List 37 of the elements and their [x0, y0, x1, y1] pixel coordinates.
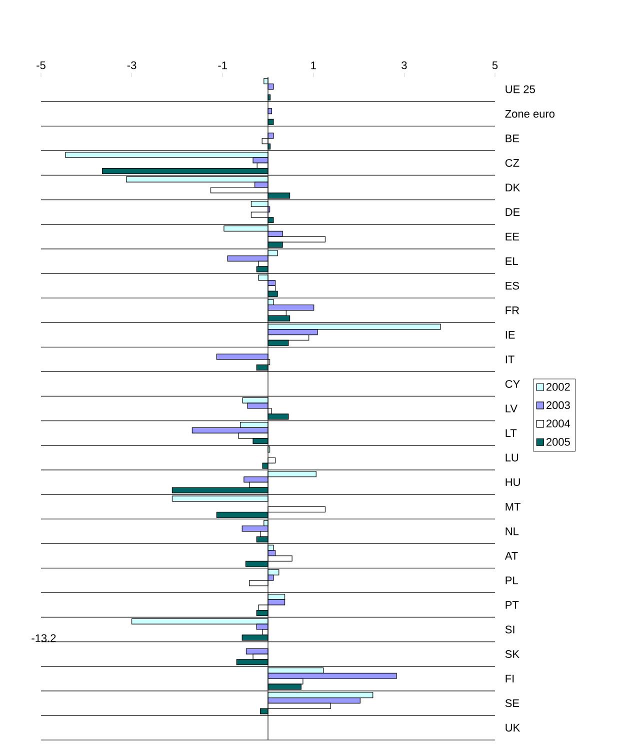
x-tick-label: -1 — [218, 62, 227, 70]
y-tick-label: SE — [505, 699, 520, 708]
x-tick-label: 5 — [492, 61, 498, 70]
legend-label: 2003 — [546, 401, 570, 410]
y-tick-label: DE — [506, 208, 520, 216]
x-tick-label: 3 — [402, 61, 407, 70]
y-tick-label: CZ — [505, 159, 520, 167]
y-tick-label: EE — [506, 232, 520, 240]
y-tick-label: MT — [506, 502, 520, 511]
legend-label: 2004 — [546, 420, 570, 428]
y-tick-label: EL — [506, 257, 518, 265]
y-tick-label: ES — [506, 282, 520, 290]
x-tick-label: 1 — [311, 62, 316, 70]
y-tick-label: UK — [506, 724, 520, 732]
x-tick-label: -5 — [36, 61, 46, 70]
y-tick-label: FR — [506, 306, 520, 314]
y-tick-label: LU — [506, 454, 518, 462]
y-tick-label: CY — [505, 380, 520, 388]
y-tick-label: PL — [506, 576, 518, 584]
legend-label: 2005 — [546, 438, 570, 446]
y-tick-label: NL — [506, 528, 519, 536]
y-tick-label: LT — [506, 429, 517, 437]
y-tick-label: Zone euro — [505, 110, 555, 118]
y-tick-label: HU — [506, 478, 520, 486]
y-tick-label: DK — [506, 184, 520, 192]
y-tick-label: SK — [505, 650, 520, 658]
y-tick-label: FI — [506, 674, 514, 682]
y-tick-label: SI — [505, 626, 514, 634]
y-tick-label: IE — [506, 331, 515, 339]
y-tick-label: AT — [504, 552, 518, 560]
y-tick-label: UE 25 — [506, 85, 535, 94]
y-tick-label: LV — [506, 404, 518, 412]
y-tick-label: BE — [506, 134, 520, 142]
y-tick-label: PT — [506, 601, 519, 609]
legend-label: 2002 — [546, 382, 570, 391]
y-tick-label: IT — [506, 356, 514, 364]
x-tick-label: -3 — [127, 61, 136, 70]
